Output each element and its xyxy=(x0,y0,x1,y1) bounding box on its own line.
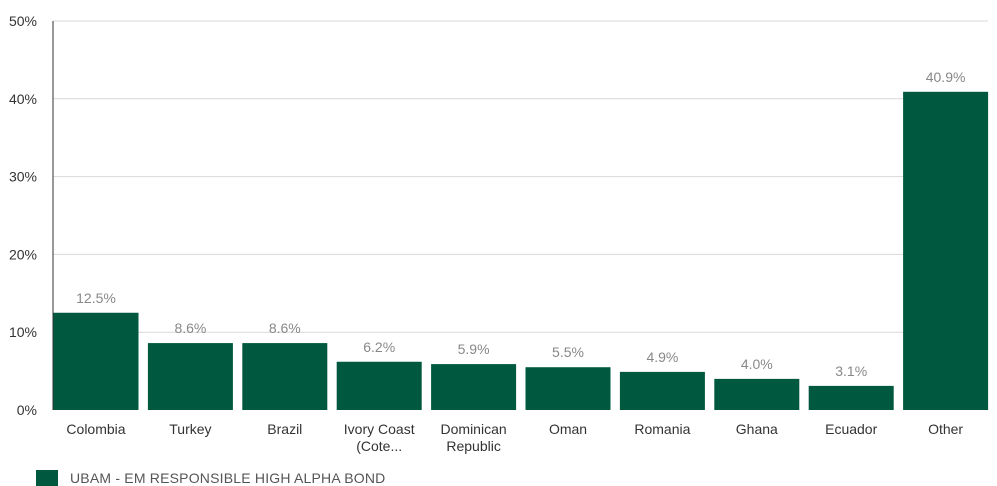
x-tick-label: Romania xyxy=(634,421,690,437)
bar xyxy=(903,91,989,410)
x-tick-label: Other xyxy=(928,421,963,437)
data-label: 40.9% xyxy=(926,69,966,85)
data-label: 4.0% xyxy=(741,356,773,372)
data-label: 3.1% xyxy=(835,363,867,379)
y-tick-label: 20% xyxy=(9,246,37,262)
y-tick-label: 40% xyxy=(9,91,37,107)
bar xyxy=(714,378,800,410)
x-tick-label: Ivory Coast (Cote... xyxy=(344,421,415,454)
x-tick-label: Ghana xyxy=(736,421,778,437)
data-labels: 12.5% 8.6% 8.6% 6.2% 5.9% 5.5% 4.9% 4.0% 3.1% 40.… xyxy=(76,69,965,379)
bar xyxy=(53,312,139,410)
bar xyxy=(147,343,233,410)
data-label: 5.9% xyxy=(458,341,490,357)
bar xyxy=(242,343,328,410)
legend-label: UBAM - EM RESPONSIBLE HIGH ALPHA BOND xyxy=(70,470,386,486)
x-axis-tick-labels: Colombia Turkey Brazil Ivory Coast (Cote... D… xyxy=(66,421,963,454)
x-tick-label: Colombia xyxy=(66,421,125,437)
x-tick-label: Brazil xyxy=(267,421,302,437)
y-tick-label: 0% xyxy=(17,402,37,418)
data-label: 6.2% xyxy=(363,339,395,355)
data-label: 4.9% xyxy=(646,349,678,365)
y-axis-tick-labels: 0% 10% 20% 30% 40% 50% xyxy=(9,13,37,418)
x-tick-label: Dominican Republic xyxy=(441,421,507,454)
bar xyxy=(525,367,611,410)
legend-swatch xyxy=(36,470,58,486)
y-tick-label: 30% xyxy=(9,169,37,185)
bar xyxy=(336,361,422,410)
bar xyxy=(808,385,894,410)
bars xyxy=(53,91,989,410)
data-label: 12.5% xyxy=(76,290,116,306)
data-label: 5.5% xyxy=(552,344,584,360)
legend: UBAM - EM RESPONSIBLE HIGH ALPHA BOND xyxy=(36,470,385,486)
x-tick-label: Ecuador xyxy=(825,421,877,437)
data-label: 8.6% xyxy=(174,320,206,336)
bar xyxy=(619,371,705,410)
gridlines xyxy=(53,20,988,333)
y-tick-label: 10% xyxy=(9,324,37,340)
data-label: 8.6% xyxy=(269,320,301,336)
bar xyxy=(431,364,517,410)
x-tick-label: Oman xyxy=(549,421,587,437)
x-tick-label: Turkey xyxy=(169,421,211,437)
y-tick-label: 50% xyxy=(9,13,37,29)
